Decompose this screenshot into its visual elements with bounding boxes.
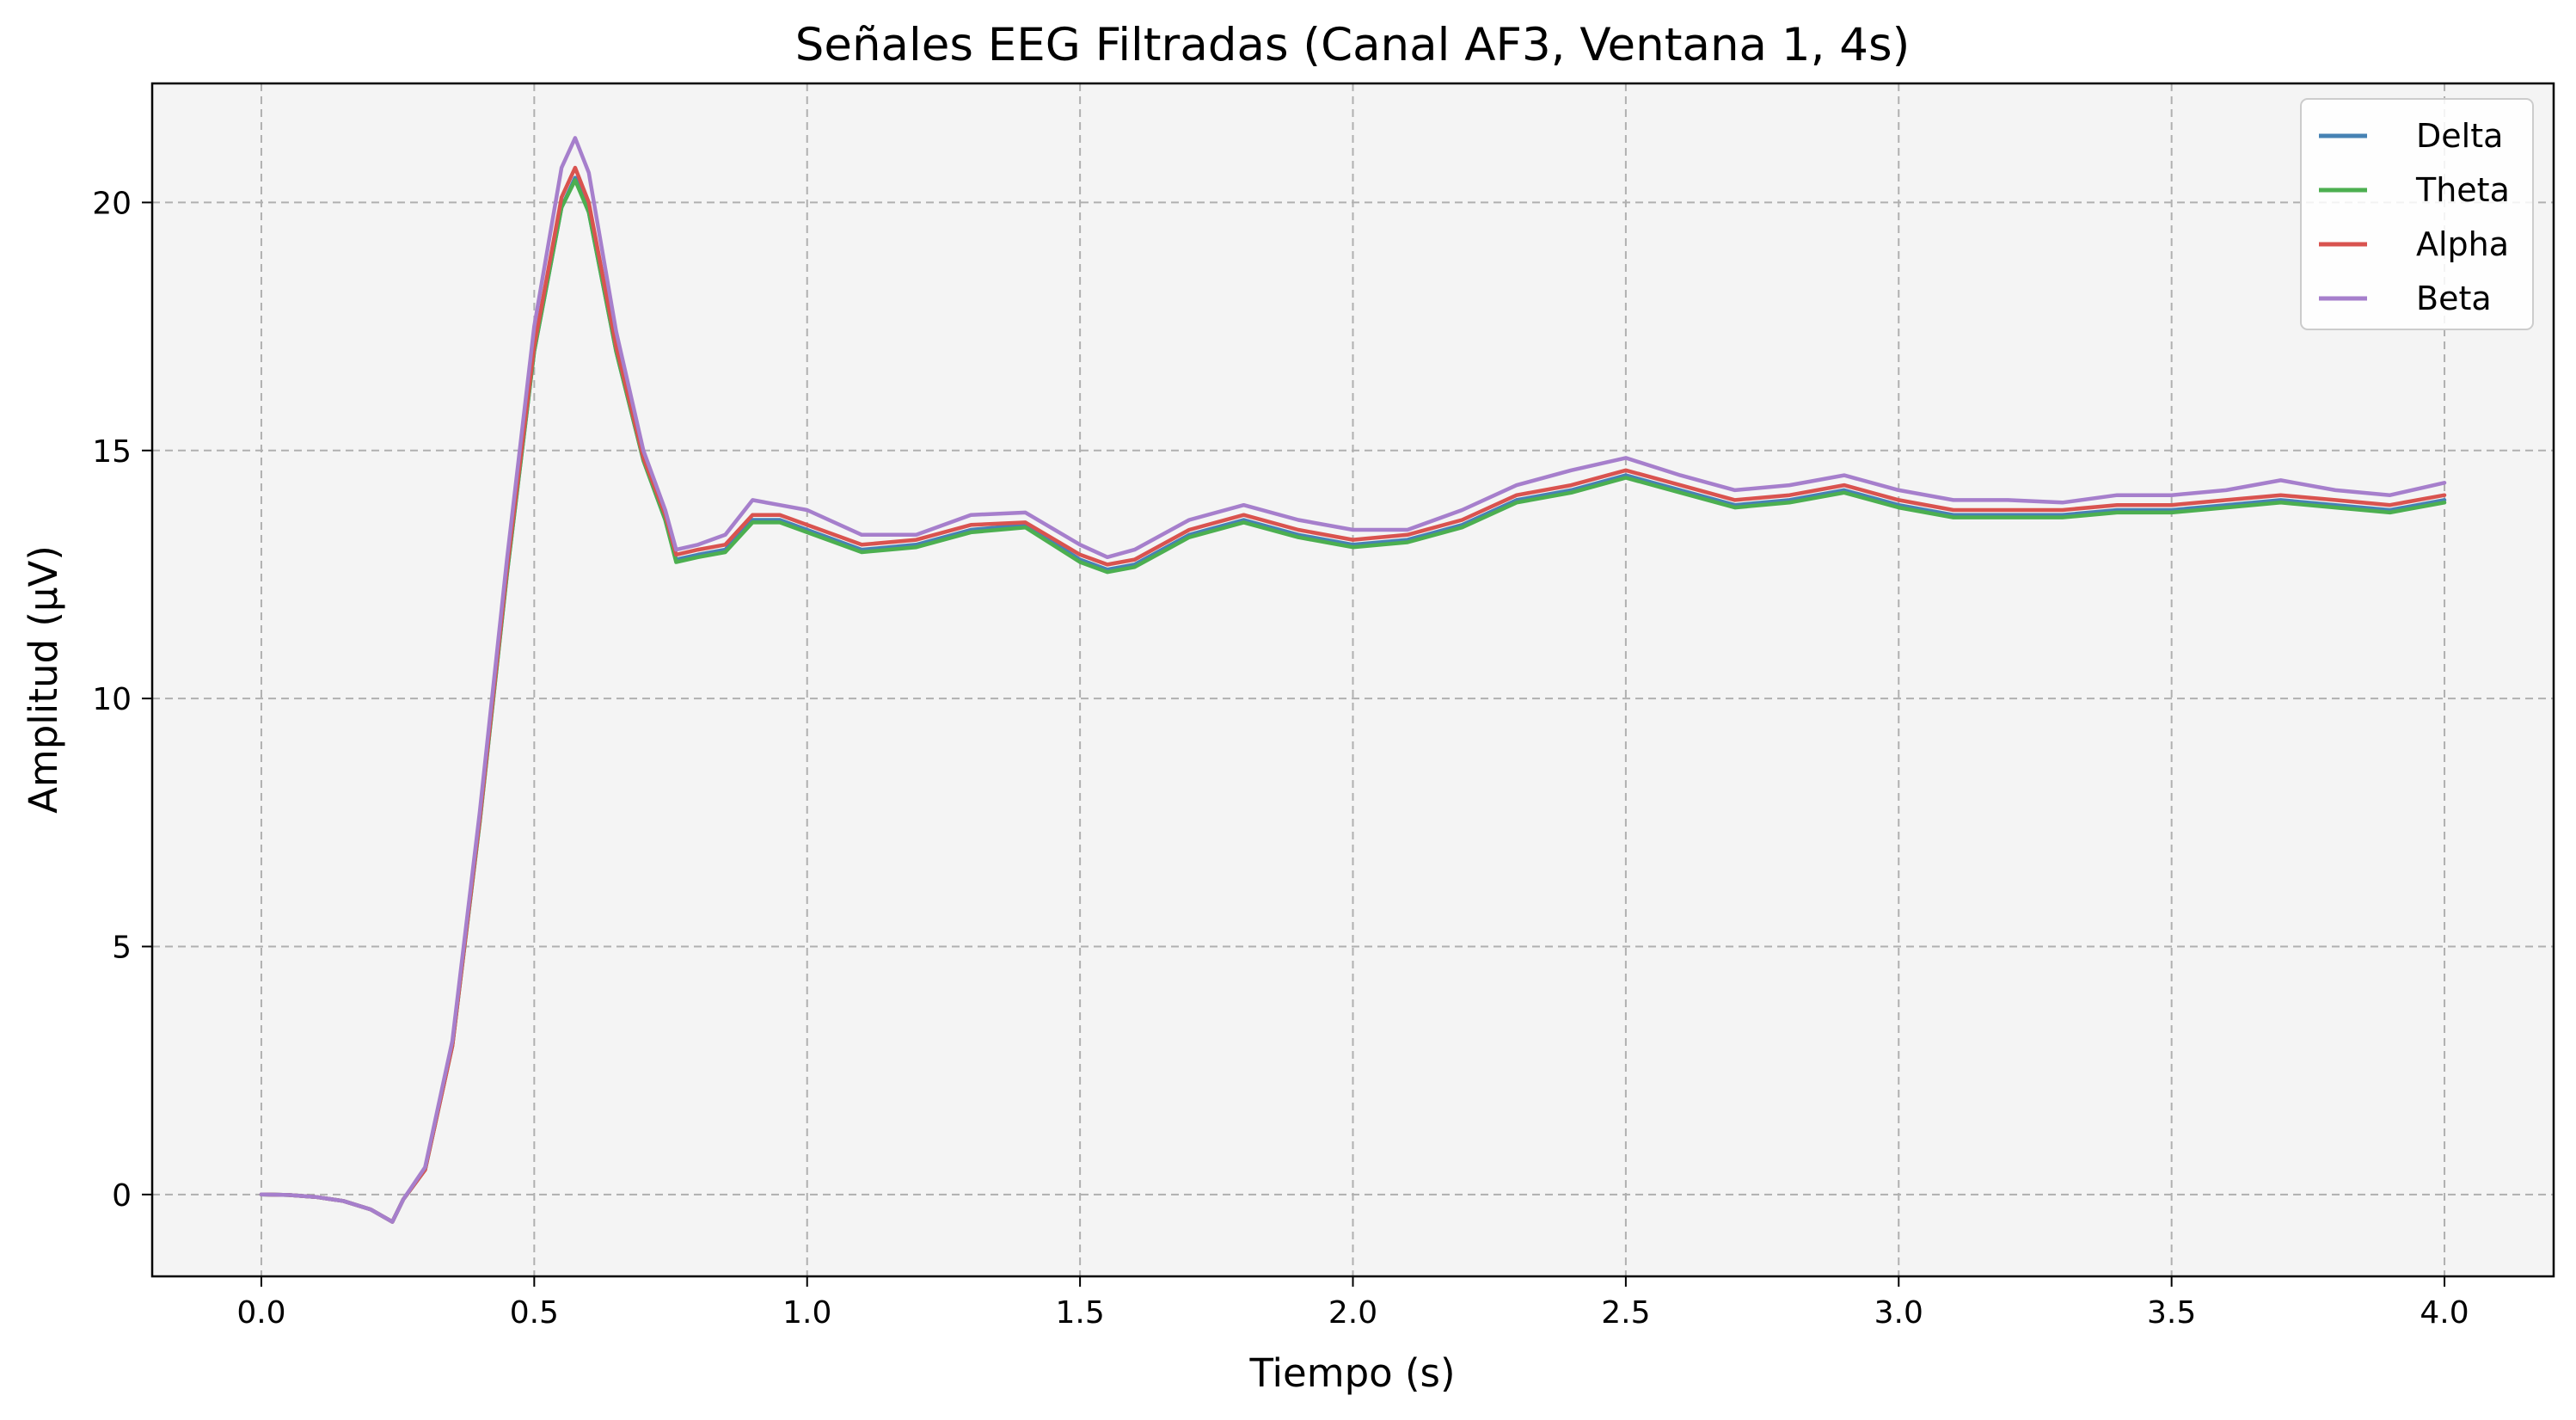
x-tick-label: 1.5 (1055, 1295, 1104, 1331)
series-line-beta (259, 136, 2447, 1224)
legend-label-beta: Beta (2416, 280, 2492, 317)
x-tick-label: 1.0 (782, 1295, 831, 1331)
legend-label-alpha: Alpha (2416, 225, 2509, 263)
x-tick-label: 2.5 (1601, 1295, 1650, 1331)
x-tick-label: 2.0 (1328, 1295, 1377, 1331)
x-tick-label: 4.0 (2420, 1295, 2469, 1331)
y-axis-label: Amplitud (µV) (21, 545, 66, 814)
legend: Delta Theta Alpha Beta (2300, 98, 2534, 330)
x-tick-label: 0.0 (236, 1295, 285, 1331)
chart-title: Señales EEG Filtradas (Canal AF3, Ventan… (795, 19, 1911, 71)
series-layer (259, 136, 2447, 1224)
x-axis: 0.0 0.5 1.0 1.5 2.0 2.5 3.0 3.5 4.0 (236, 1276, 2469, 1331)
x-axis-label: Tiempo (s) (1248, 1350, 1455, 1396)
y-tick-label: 10 (92, 682, 132, 717)
y-tick-label: 15 (92, 434, 132, 470)
y-axis: 0 5 10 15 20 (92, 186, 152, 1214)
x-tick-label: 0.5 (510, 1295, 559, 1331)
x-tick-label: 3.0 (1874, 1295, 1923, 1331)
legend-box (2300, 98, 2534, 330)
y-tick-label: 20 (92, 186, 132, 221)
grid (152, 83, 2554, 1276)
y-tick-label: 5 (112, 930, 132, 965)
legend-label-delta: Delta (2416, 117, 2503, 155)
legend-label-theta: Theta (2415, 171, 2510, 209)
x-tick-label: 3.5 (2147, 1295, 2196, 1331)
y-tick-label: 0 (112, 1178, 132, 1214)
